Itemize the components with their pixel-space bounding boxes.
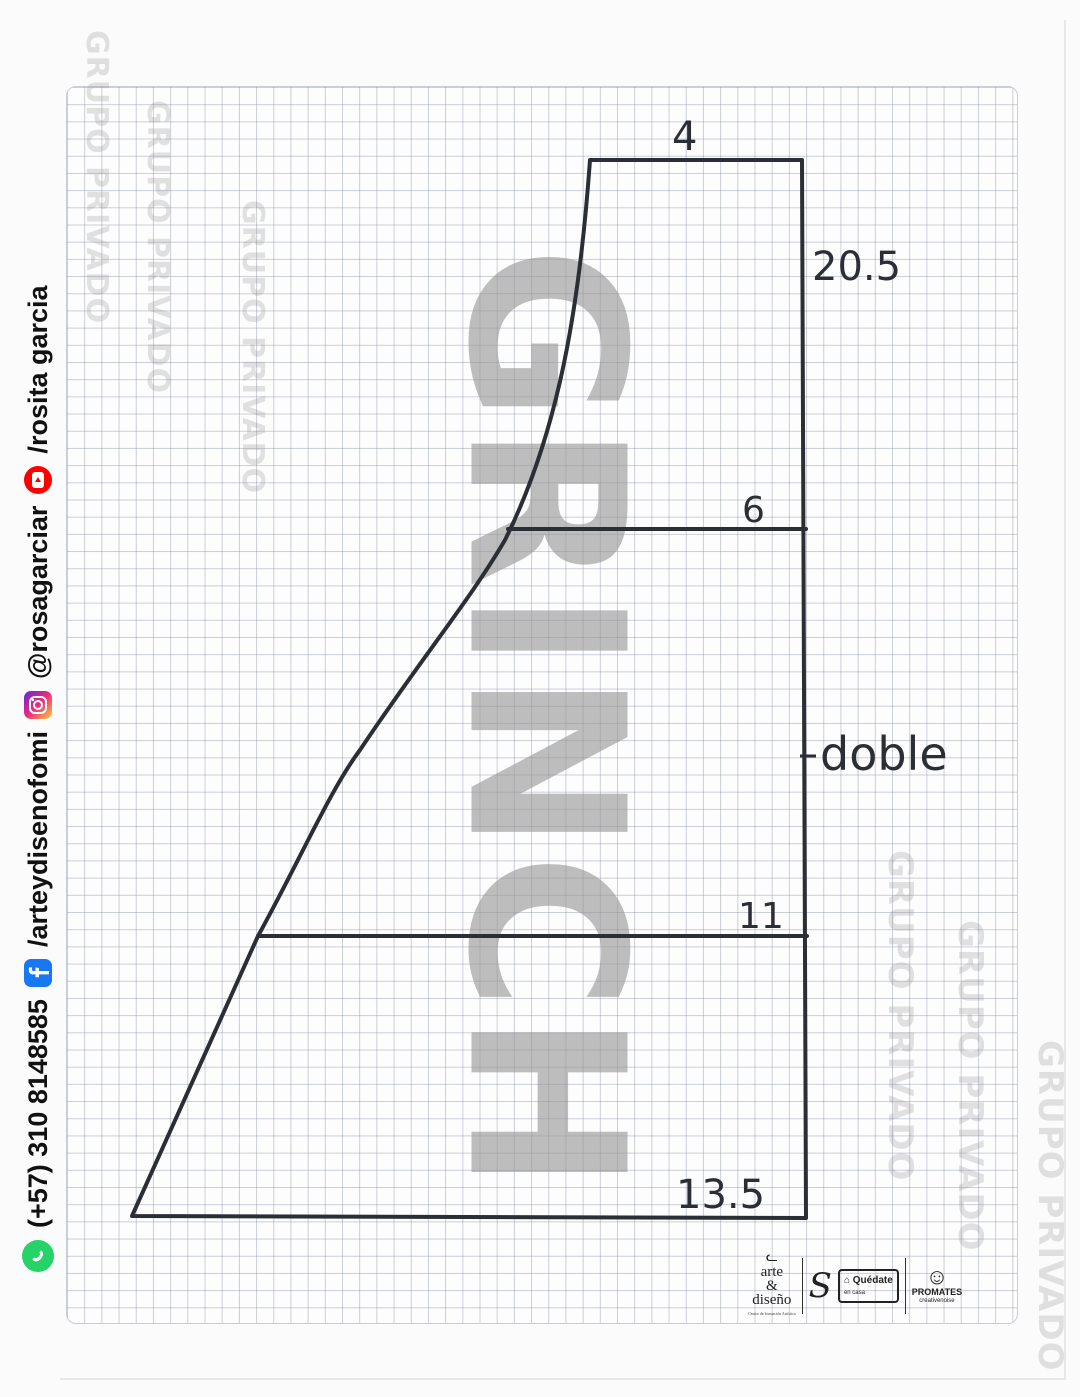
label-mid-width: 6 <box>742 490 765 531</box>
label-height: 20.5 <box>812 244 901 290</box>
brand-logos: ᓚ arte & diseño Centro de formación Artí… <box>748 1250 988 1322</box>
pattern-outline <box>130 158 808 1220</box>
contact-strip: (+57) 310 8148585 /arteydisenofomi @rosa… <box>20 92 56 1272</box>
label-lower-width: 11 <box>738 896 784 937</box>
contact-phone[interactable]: (+57) 310 8148585 <box>22 999 53 1228</box>
quedate-logo: ⌂ Quédate en casa <box>837 1269 899 1303</box>
grid-paper <box>66 86 1018 1324</box>
whatsapp-icon[interactable] <box>22 1240 54 1272</box>
youtube-icon[interactable] <box>24 465 52 494</box>
house-icon: ⌂ <box>843 1275 850 1286</box>
logo-divider <box>801 1258 803 1314</box>
label-top-width: 4 <box>672 114 697 160</box>
facebook-icon[interactable] <box>24 959 52 988</box>
logo-divider-2 <box>904 1258 906 1314</box>
label-fold: doble <box>820 727 948 781</box>
signature-icon: S <box>808 1266 832 1306</box>
page-edge <box>60 20 1066 1380</box>
contact-facebook[interactable]: /arteydisenofomi <box>22 730 53 948</box>
cat-icon: ᓚ <box>765 1250 778 1265</box>
contact-youtube[interactable]: /rosita garcia <box>22 285 53 454</box>
promates-logo: ☺ PROMATES creativenoise <box>911 1264 963 1305</box>
instagram-icon[interactable] <box>24 690 52 719</box>
contact-instagram[interactable]: @rosagarciar <box>22 505 53 679</box>
arte-diseno-logo: ᓚ arte & diseño Centro de formación Artí… <box>748 1250 796 1317</box>
monkey-icon: ☺ <box>925 1264 949 1289</box>
label-bottom-width: 13.5 <box>676 1172 765 1218</box>
